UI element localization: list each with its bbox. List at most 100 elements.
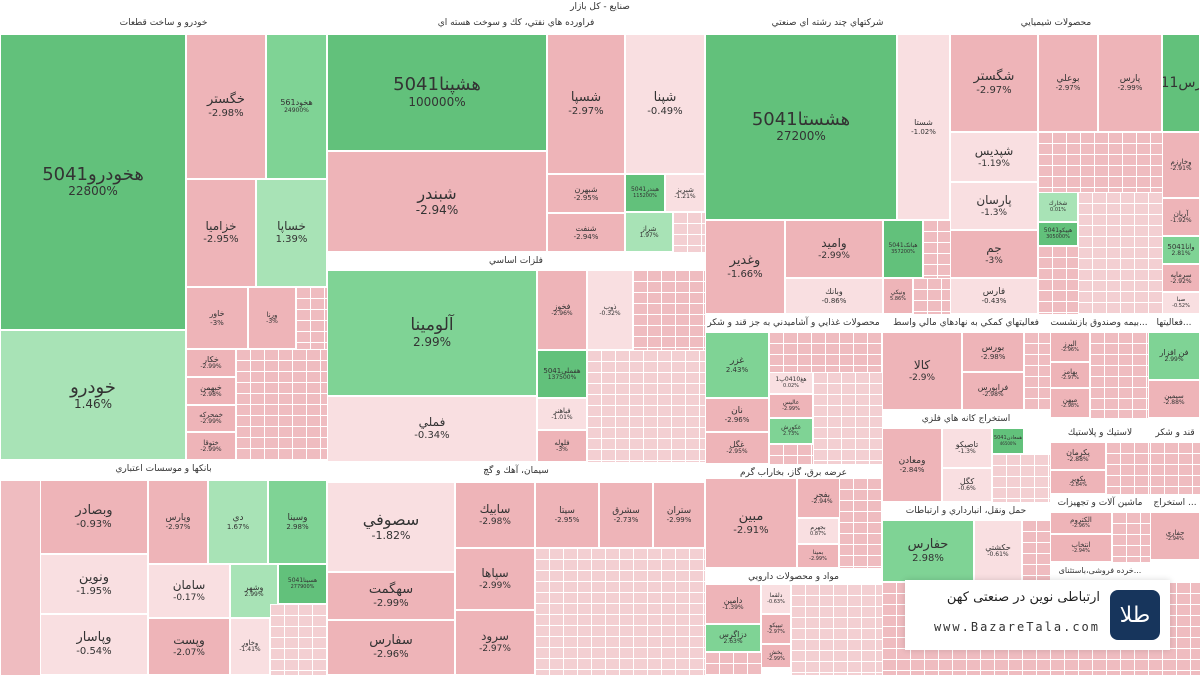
tile-hfmli5041[interactable]: هفملی5041 137500% bbox=[537, 350, 587, 398]
tile-vpost[interactable]: وپست -2.07% bbox=[148, 618, 230, 675]
tile-vamid[interactable]: واميد -2.99% bbox=[785, 220, 883, 278]
tile-pakvir[interactable]: پكوير -2.84% bbox=[1050, 470, 1106, 494]
tile-srmayh[interactable]: سرمايه -2.92% bbox=[1162, 264, 1200, 292]
tile-khbhmn[interactable]: خبهمن -2.98% bbox=[186, 377, 236, 405]
tile-dtpkc[interactable]: تيپيكو -2.97% bbox=[761, 614, 791, 644]
tile-shgostar[interactable]: شگستر -2.97% bbox=[950, 34, 1038, 132]
tile-fmli[interactable]: فملي -0.34% bbox=[327, 396, 537, 462]
tile-kala[interactable]: كالا -2.9% bbox=[882, 332, 962, 410]
tile-sahgmt[interactable]: سهگمت -2.99% bbox=[327, 572, 455, 620]
tile-hbndr5041[interactable]: هبندر5041 115200% bbox=[625, 174, 665, 212]
tile-vkhavar[interactable]: وخاور -1.41% bbox=[230, 618, 270, 675]
tile-simin[interactable]: سيمين -2.88% bbox=[1148, 380, 1200, 418]
tile-hpbi[interactable]: هغ0410پ1 0.02% bbox=[769, 372, 813, 394]
tile-parsi[interactable]: پارس011 bbox=[1162, 34, 1200, 132]
tile-fnafzar[interactable]: فن افزار 2.99% bbox=[1148, 332, 1200, 380]
tile-vparsbank[interactable]: وپارس -2.97% bbox=[148, 480, 208, 564]
tile-hshsta5041[interactable]: هشستا5041 27200% bbox=[705, 34, 897, 220]
tile-mobin[interactable]: مبين -2.91% bbox=[705, 478, 797, 568]
tile-vmaaden[interactable]: ومعادن -2.84% bbox=[882, 428, 942, 502]
tile-ghazar[interactable]: غزر 2.43% bbox=[705, 332, 769, 398]
tile-zob[interactable]: ذوب -0.32% bbox=[587, 270, 633, 350]
tile-bfjr[interactable]: بفجر -2.94% bbox=[797, 478, 847, 518]
tile-spaha[interactable]: سپاها -2.99% bbox=[455, 548, 535, 610]
tile-khodro[interactable]: خودرو 1.46% bbox=[0, 330, 186, 460]
tile-srod[interactable]: سرود -2.97% bbox=[455, 610, 535, 675]
tile-khtoga[interactable]: ختوقا -2.99% bbox=[186, 432, 236, 460]
tile-bors[interactable]: بورس -2.98% bbox=[962, 332, 1024, 372]
tile-hshpna5041[interactable]: هشپنا5041 100000% bbox=[327, 34, 547, 151]
tile-sita[interactable]: سيتا -2.95% bbox=[535, 482, 599, 548]
tile-tapiko[interactable]: تاصيكو -1.3% bbox=[942, 428, 992, 468]
tile-vkharzm[interactable]: وخارزم -2.91% bbox=[1162, 132, 1200, 198]
tile-ghgol[interactable]: غگل -2.95% bbox=[705, 432, 769, 464]
tile-vghadir[interactable]: وغدير -1.66% bbox=[705, 220, 785, 314]
tile-shbndr[interactable]: شبندر -2.94% bbox=[327, 151, 547, 252]
tile-hparsi[interactable]: وانا5041 2.81% bbox=[1162, 236, 1200, 264]
tile-shpna[interactable]: شپنا -0.49% bbox=[625, 34, 705, 174]
tile-hfari[interactable]: حفاري -2.94% bbox=[1150, 512, 1200, 560]
tile-shsta[interactable]: شستا -1.02% bbox=[897, 34, 950, 220]
tile-alumina[interactable]: آلومينا 2.99% bbox=[327, 270, 537, 396]
tile-hbank5041[interactable]: هبانک5041 357200% bbox=[883, 220, 923, 278]
tile-khzamia[interactable]: خزاميا -2.95% bbox=[186, 179, 256, 287]
tile-pars[interactable]: پارس -2.99% bbox=[1098, 34, 1162, 132]
tile-nan[interactable]: نان -2.96% bbox=[705, 398, 769, 432]
tile-vnovin[interactable]: ونوين -1.95% bbox=[40, 554, 148, 614]
tile-kgol[interactable]: كگل -0.6% bbox=[942, 468, 992, 502]
tile-khavar[interactable]: خاور -3% bbox=[186, 287, 248, 349]
tile-bhamz[interactable]: بهامز -2.97% bbox=[1050, 362, 1090, 388]
tile-bmina[interactable]: بمپنا -2.99% bbox=[797, 544, 839, 568]
tile-shbhrn[interactable]: شبهرن -2.95% bbox=[547, 174, 625, 213]
tile-strn[interactable]: ستران -2.99% bbox=[653, 482, 705, 548]
tile-fars[interactable]: فارس -0.43% bbox=[950, 278, 1038, 314]
tile-faraburs[interactable]: فرابورس -2.98% bbox=[962, 372, 1024, 410]
tile-sfars[interactable]: سفارس -2.96% bbox=[327, 620, 455, 675]
tile-vsina[interactable]: ونيكي 5.86% bbox=[883, 278, 913, 314]
tile-arian[interactable]: آريان -1.92% bbox=[1162, 198, 1200, 236]
tile-fkhoz[interactable]: فخوز -2.96% bbox=[537, 270, 587, 350]
tile-khmhrkh[interactable]: خمحركه -2.99% bbox=[186, 405, 236, 432]
tile-sofi[interactable]: سصوفي -1.82% bbox=[327, 482, 455, 572]
tile-pkhsh[interactable]: پخش -2.99% bbox=[761, 644, 791, 668]
tile-vshahr[interactable]: وشهر 2.99% bbox=[230, 564, 278, 618]
tile-shkhark[interactable]: شخارك 0.01% bbox=[1038, 192, 1078, 222]
tile-damin[interactable]: دامين -1.39% bbox=[705, 584, 761, 624]
tile-khkar[interactable]: خكار -2.99% bbox=[186, 349, 236, 377]
tile-ekhtbar[interactable]: انتخاب -2.94% bbox=[1050, 534, 1112, 562]
tile-mihn[interactable]: ميهن -2.98% bbox=[1050, 388, 1090, 418]
tile-hkhod561[interactable]: هخود561 24900% bbox=[266, 34, 327, 179]
tile-shnft[interactable]: شنفت -2.94% bbox=[547, 213, 625, 252]
tile-khsapa[interactable]: خساپا 1.39% bbox=[256, 179, 327, 287]
tile-fbahonar[interactable]: فباهنر -1.01% bbox=[537, 398, 587, 430]
tile-khgostar[interactable]: خگستر -2.98% bbox=[186, 34, 266, 179]
tile-folole[interactable]: فلوله -3% bbox=[537, 430, 587, 462]
tile-albrz[interactable]: البرز -2.96% bbox=[1050, 332, 1090, 362]
tile-buali[interactable]: بوعلي -2.97% bbox=[1038, 34, 1098, 132]
tile-bhpvr[interactable]: بجهرم 0.87% bbox=[797, 518, 839, 544]
tile-shbriz[interactable]: شبريز -1.21% bbox=[665, 174, 705, 212]
tile-dzaugr[interactable]: دزاگرس 2.63% bbox=[705, 624, 761, 652]
tile-hkhodro5041[interactable]: هخودرو5041 22800% bbox=[0, 34, 186, 330]
tile-ppkran[interactable]: پكرمان -2.88% bbox=[1050, 442, 1106, 470]
tile-ghkorsh[interactable]: غكورش 2.73% bbox=[769, 418, 813, 444]
tile-vrna[interactable]: ورنا -3% bbox=[248, 287, 296, 349]
tile-kleknd[interactable]: الكتروم -2.96% bbox=[1050, 512, 1112, 534]
tile-vsina2[interactable]: وسينا 2.98% bbox=[268, 480, 327, 564]
tile-dlgo[interactable]: دلقما -0.63% bbox=[761, 584, 791, 614]
tile-saman[interactable]: سامان -0.17% bbox=[148, 564, 230, 618]
tile-sba[interactable]: صبا -0.52% bbox=[1162, 292, 1200, 314]
tile-vbank[interactable]: وبانك -0.86% bbox=[785, 278, 883, 314]
tile-sshrgh[interactable]: سشرق -2.73% bbox=[599, 482, 653, 548]
tile-shpdis[interactable]: شپديس -1.19% bbox=[950, 132, 1038, 182]
tile-di[interactable]: دي 1.67% bbox=[208, 480, 268, 564]
tile-parsan[interactable]: پارسان -1.3% bbox=[950, 182, 1038, 230]
tile-hfars[interactable]: حفارس 2.98% bbox=[882, 520, 974, 582]
tile-vbsadr[interactable]: وبصادر -0.93% bbox=[40, 480, 148, 554]
tile-hmaaden5041[interactable]: همعادن5041 46500% bbox=[992, 428, 1024, 454]
tile-shspa[interactable]: شسپا -2.97% bbox=[547, 34, 625, 174]
tile-hsina5041[interactable]: هسینا5041 277900% bbox=[278, 564, 327, 604]
tile-jam[interactable]: جم -3% bbox=[950, 230, 1038, 278]
tile-vpasar[interactable]: وپاسار -0.54% bbox=[40, 614, 148, 675]
tile-shraz[interactable]: شراز 1.97% bbox=[625, 212, 673, 252]
